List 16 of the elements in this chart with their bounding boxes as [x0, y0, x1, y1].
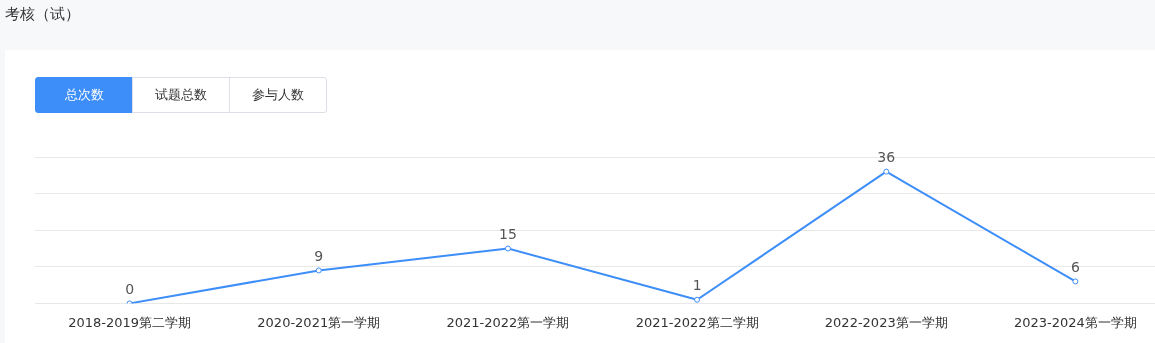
- text: 试题总数: [132, 77, 230, 113]
- x-tick-label: 2020-2021第一学期: [257, 314, 381, 330]
- text: 总次数: [35, 77, 133, 113]
- x-tick-label: 2021-2022第二学期: [635, 314, 759, 330]
- x-tick-label: 2018-2019第二学期: [68, 314, 192, 330]
- data-label: 0: [125, 281, 135, 298]
- data-label: 36: [877, 149, 896, 166]
- text: 参与人数: [229, 77, 327, 113]
- data-label: 9: [314, 248, 324, 265]
- x-tick-label: 2023-2024第一学期: [1013, 314, 1137, 330]
- x-tick-label: 2021-2022第一学期: [446, 314, 570, 330]
- x-tick-label: 2022-2023第一学期: [824, 314, 948, 330]
- data-label: 15: [499, 226, 517, 243]
- chart-title: 考核（试）: [5, 5, 80, 24]
- data-label: 1: [692, 277, 702, 294]
- data-label: 6: [1070, 259, 1080, 276]
